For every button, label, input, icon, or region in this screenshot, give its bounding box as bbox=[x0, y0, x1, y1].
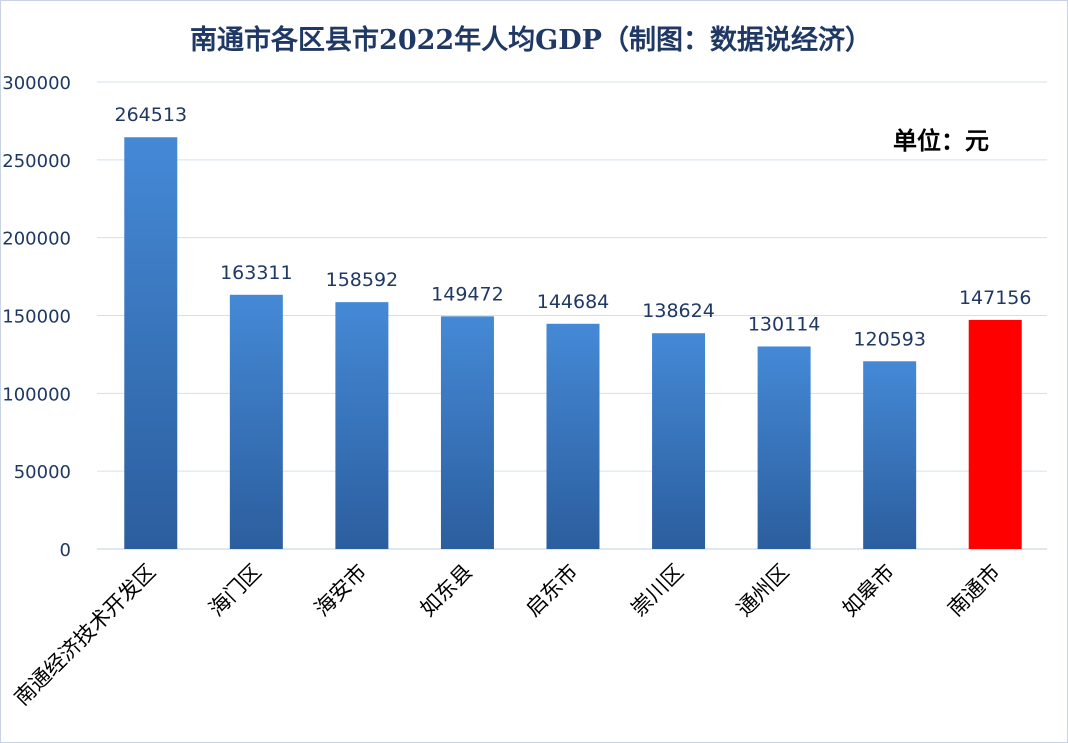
category-label: 南通经济技术开发区 bbox=[10, 560, 161, 711]
category-label: 通州区 bbox=[732, 560, 794, 622]
category-label: 海安市 bbox=[310, 560, 372, 622]
data-label: 130114 bbox=[748, 313, 821, 335]
y-tick-label: 0 bbox=[60, 540, 71, 561]
bars bbox=[124, 137, 1022, 549]
data-label: 144684 bbox=[537, 291, 610, 313]
category-label: 南通市 bbox=[943, 560, 1005, 622]
bar bbox=[863, 361, 917, 549]
category-label: 海门区 bbox=[204, 560, 266, 622]
y-tick-label: 200000 bbox=[2, 229, 71, 250]
data-label: 264513 bbox=[115, 104, 188, 126]
chart-title: 南通市各区县市2022年人均GDP（制图：数据说经济） bbox=[190, 24, 872, 56]
data-label: 147156 bbox=[959, 287, 1032, 309]
y-axis-ticks: 0 50000 100000 150000 200000 250000 300000 bbox=[2, 73, 71, 561]
y-tick-label: 250000 bbox=[2, 151, 71, 172]
data-label: 158592 bbox=[326, 269, 399, 291]
bar bbox=[652, 333, 706, 549]
unit-label: 单位：元 bbox=[893, 126, 989, 155]
bar bbox=[968, 319, 1022, 549]
y-tick-label: 100000 bbox=[2, 384, 71, 405]
bar bbox=[124, 137, 178, 549]
y-tick-label: 50000 bbox=[14, 462, 71, 483]
category-label: 如东县 bbox=[415, 560, 477, 622]
data-label: 138624 bbox=[642, 300, 715, 322]
data-label: 163311 bbox=[220, 262, 293, 284]
x-axis-labels: 南通经济技术开发区 海门区 海安市 如东县 启东市 崇川区 通州区 如皋市 南通市 bbox=[10, 560, 1005, 711]
bar bbox=[335, 302, 389, 549]
bar bbox=[229, 294, 283, 549]
category-label: 崇川区 bbox=[627, 560, 689, 622]
bar bbox=[546, 323, 600, 549]
bar bbox=[757, 346, 811, 549]
category-label: 如皋市 bbox=[838, 560, 900, 622]
data-label: 120593 bbox=[853, 328, 926, 350]
y-tick-label: 300000 bbox=[2, 73, 71, 94]
data-labels: 264513 163311 158592 149472 144684 138624 1301… bbox=[115, 104, 1032, 350]
y-tick-label: 150000 bbox=[2, 307, 71, 328]
category-label: 启东市 bbox=[521, 560, 583, 622]
data-label: 149472 bbox=[431, 283, 504, 305]
bar bbox=[440, 316, 494, 549]
